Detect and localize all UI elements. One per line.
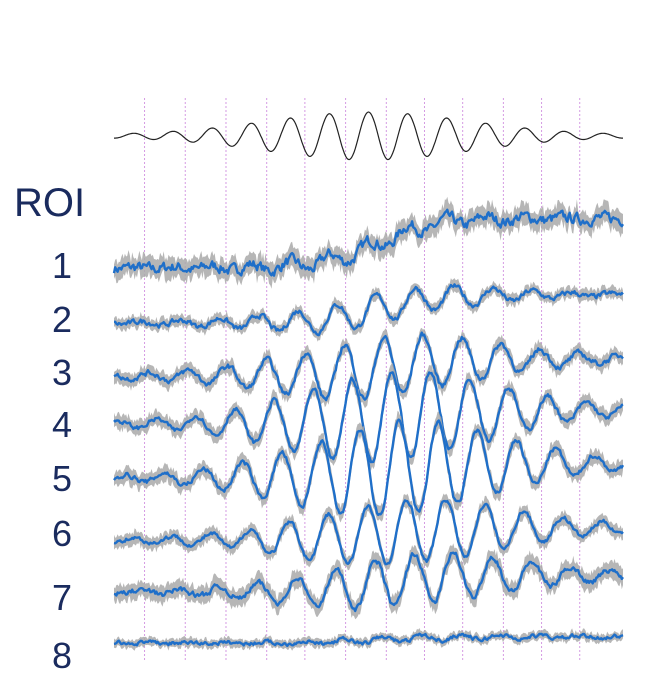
roi-6-trace bbox=[113, 499, 624, 566]
roi-7-trace bbox=[113, 551, 624, 613]
roi-label-7: 7 bbox=[52, 577, 72, 618]
roi-label-2: 2 bbox=[52, 299, 72, 340]
roi-4-trace bbox=[113, 371, 624, 464]
roi-label-6: 6 bbox=[52, 513, 72, 554]
roi-label-1: 1 bbox=[52, 245, 72, 286]
roi-2-trace bbox=[114, 283, 624, 337]
roi-traces bbox=[112, 196, 625, 651]
roi-1-trace bbox=[112, 208, 625, 277]
roi-3-trace bbox=[113, 331, 624, 402]
roi-labels: 1 2 3 4 5 6 7 8 bbox=[52, 245, 72, 676]
roi-label-3: 3 bbox=[52, 352, 72, 393]
roi-label-4: 4 bbox=[52, 404, 72, 445]
roi-8-error-band bbox=[114, 628, 623, 651]
roi-8-trace bbox=[113, 632, 624, 648]
roi-heading: ROI bbox=[14, 181, 85, 225]
roi-label-8: 8 bbox=[52, 635, 72, 676]
stimulus-waveform bbox=[114, 111, 623, 161]
roi-5-trace bbox=[113, 418, 625, 517]
roi-label-5: 5 bbox=[52, 458, 72, 499]
